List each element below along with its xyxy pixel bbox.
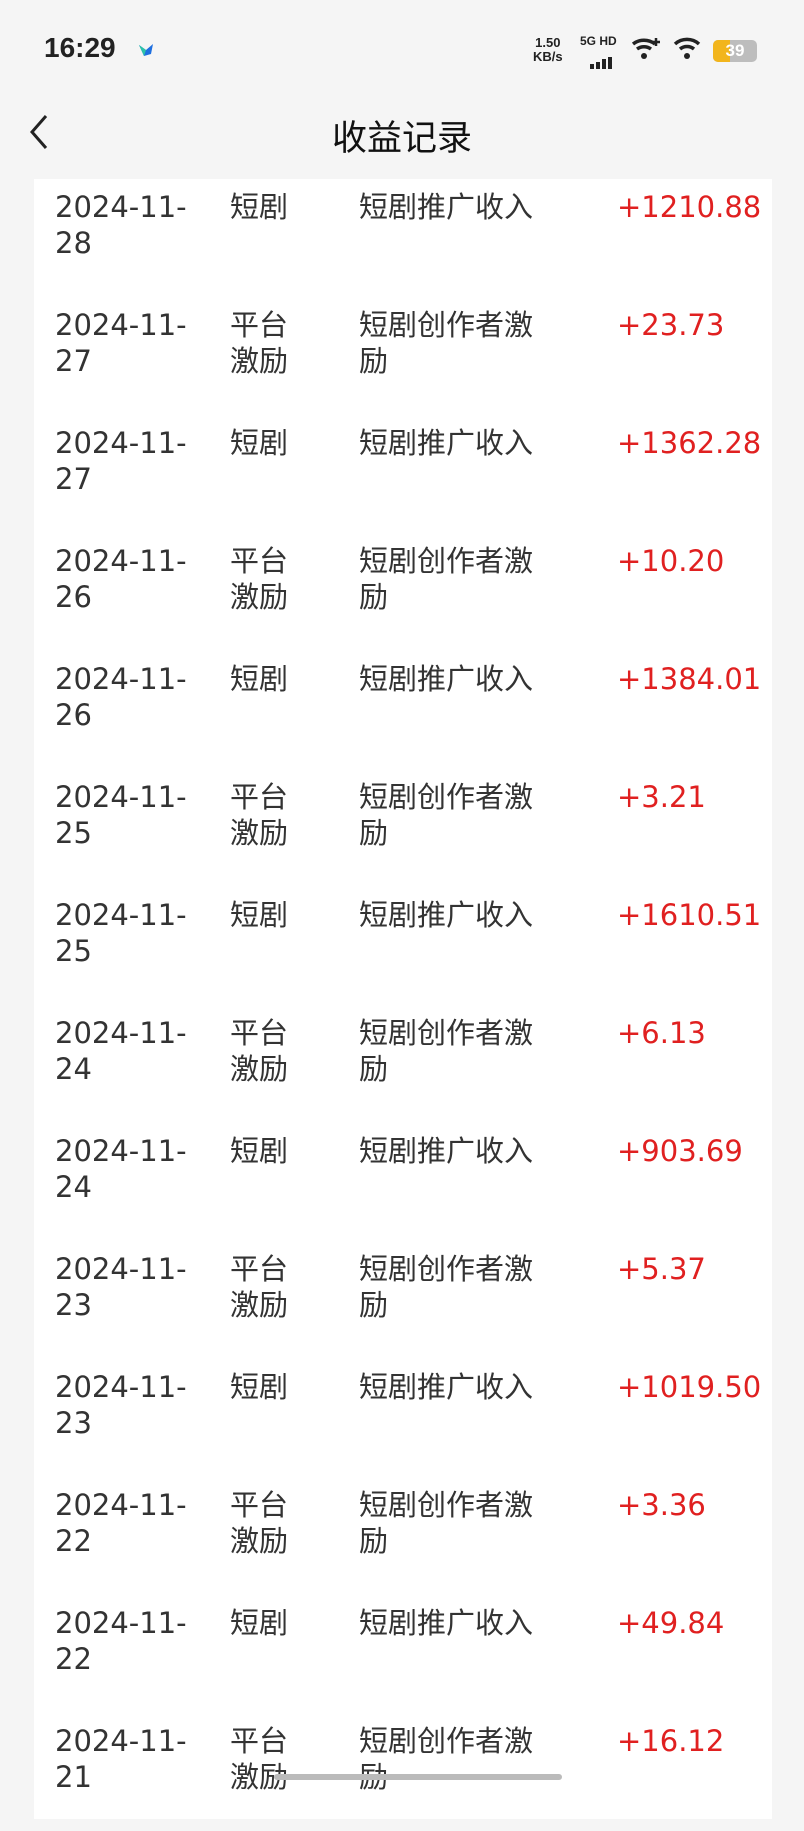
net-speed-unit: KB/s bbox=[533, 49, 563, 64]
record-row[interactable]: 2024-11-​24 短剧 短剧推广收入 +903.69 bbox=[34, 1123, 772, 1241]
record-date: 2024-11-​23 bbox=[55, 1252, 187, 1322]
record-date: 2024-11-​23 bbox=[55, 1370, 187, 1440]
record-row[interactable]: 2024-11-​21 平台激励 短剧创作者激励 +16.12 bbox=[34, 1713, 772, 1831]
record-date: 2024-11-​25 bbox=[55, 898, 187, 968]
records-list[interactable]: 2024-11-​28 短剧 短剧推广收入 +1210.88 2024-11-​27 平台… bbox=[34, 179, 772, 1819]
record-row[interactable]: 2024-11-​22 平台激励 短剧创作者激励 +3.36 bbox=[34, 1477, 772, 1595]
record-type: 平台激励 bbox=[230, 308, 289, 378]
record-row[interactable]: 2024-11-​23 短剧 短剧推广收入 +1019.50 bbox=[34, 1359, 772, 1477]
record-desc: 短剧创作者激励 bbox=[359, 308, 534, 378]
record-date: 2024-11-​21 bbox=[55, 1724, 187, 1794]
battery-level: 39 bbox=[725, 41, 745, 60]
page-title: 收益记录 bbox=[331, 119, 472, 159]
record-amount: +903.69 bbox=[617, 1134, 743, 1168]
record-type: 短剧 bbox=[230, 1134, 289, 1168]
record-date: 2024-11-​28 bbox=[55, 190, 187, 260]
record-date: 2024-11-​26 bbox=[55, 662, 187, 732]
record-date: 2024-11-​27 bbox=[55, 308, 187, 378]
record-row[interactable]: 2024-11-​23 平台激励 短剧创作者激励 +5.37 bbox=[34, 1241, 772, 1359]
record-amount: +1210.88 bbox=[617, 190, 762, 224]
record-desc: 短剧推广收入 bbox=[359, 1134, 534, 1168]
record-desc: 短剧推广收入 bbox=[359, 426, 534, 460]
record-type: 平台激励 bbox=[230, 1724, 289, 1794]
signal-label: 5G HD bbox=[580, 34, 617, 48]
record-desc: 短剧推广收入 bbox=[359, 1370, 534, 1404]
app-notification-icon bbox=[139, 44, 153, 56]
record-amount: +3.21 bbox=[617, 780, 706, 814]
record-type: 短剧 bbox=[230, 1370, 289, 1404]
home-indicator[interactable] bbox=[274, 1774, 562, 1780]
record-row[interactable]: 2024-11-​26 短剧 短剧推广收入 +1384.01 bbox=[34, 651, 772, 769]
record-amount: +3.36 bbox=[617, 1488, 706, 1522]
record-amount: +6.13 bbox=[617, 1016, 706, 1050]
record-amount: +23.73 bbox=[617, 308, 725, 342]
record-row[interactable]: 2024-11-​25 短剧 短剧推广收入 +1610.51 bbox=[34, 887, 772, 1005]
record-type: 短剧 bbox=[230, 898, 289, 932]
status-time: 16:29 bbox=[44, 32, 116, 63]
record-date: 2024-11-​26 bbox=[55, 544, 187, 614]
record-row[interactable]: 2024-11-​26 平台激励 短剧创作者激励 +10.20 bbox=[34, 533, 772, 651]
record-row[interactable]: 2024-11-​24 平台激励 短剧创作者激励 +6.13 bbox=[34, 1005, 772, 1123]
record-amount: +5.37 bbox=[617, 1252, 706, 1286]
wifi-plus-icon bbox=[631, 38, 660, 59]
record-amount: +10.20 bbox=[617, 544, 725, 578]
record-date: 2024-11-​24 bbox=[55, 1134, 187, 1204]
record-amount: +16.12 bbox=[617, 1724, 725, 1758]
record-amount: +1384.01 bbox=[617, 662, 762, 696]
record-date: 2024-11-​22 bbox=[55, 1606, 187, 1676]
record-desc: 短剧创作者激励 bbox=[359, 1488, 534, 1558]
record-amount: +1362.28 bbox=[617, 426, 762, 460]
record-desc: 短剧创作者激励 bbox=[359, 1252, 534, 1322]
battery-icon: 39 bbox=[713, 40, 757, 62]
record-date: 2024-11-​22 bbox=[55, 1488, 187, 1558]
record-row[interactable]: 2024-11-​22 短剧 短剧推广收入 +49.84 bbox=[34, 1595, 772, 1713]
record-amount: +1610.51 bbox=[617, 898, 762, 932]
record-type: 短剧 bbox=[230, 662, 289, 696]
status-bar: 16:29 1.50 KB/s 5G HD 39 bbox=[0, 0, 804, 100]
record-row[interactable]: 2024-11-​27 短剧 短剧推广收入 +1362.28 bbox=[34, 415, 772, 533]
record-type: 平台激励 bbox=[230, 780, 289, 850]
record-desc: 短剧创作者激励 bbox=[359, 1016, 534, 1086]
back-chevron-left-icon[interactable] bbox=[22, 110, 62, 154]
record-row[interactable]: 2024-11-​25 平台激励 短剧创作者激励 +3.21 bbox=[34, 769, 772, 887]
record-desc: 短剧创作者激励 bbox=[359, 544, 534, 614]
record-type: 短剧 bbox=[230, 1606, 289, 1640]
cell-signal-icon bbox=[590, 50, 614, 69]
record-desc: 短剧创作者激励 bbox=[359, 780, 534, 850]
record-type: 平台激励 bbox=[230, 1252, 289, 1322]
record-date: 2024-11-​25 bbox=[55, 780, 187, 850]
record-row[interactable]: 2024-11-​28 短剧 短剧推广收入 +1210.88 bbox=[34, 179, 772, 297]
record-amount: +1019.50 bbox=[617, 1370, 762, 1404]
record-type: 短剧 bbox=[230, 426, 289, 460]
record-desc: 短剧推广收入 bbox=[359, 190, 534, 224]
record-type: 平台激励 bbox=[230, 1488, 289, 1558]
record-desc: 短剧推广收入 bbox=[359, 898, 534, 932]
record-type: 短剧 bbox=[230, 190, 289, 224]
record-row[interactable]: 2024-11-​27 平台激励 短剧创作者激励 +23.73 bbox=[34, 297, 772, 415]
network-speed: 1.50 KB/s bbox=[533, 36, 563, 64]
record-type: 平台激励 bbox=[230, 544, 289, 614]
record-date: 2024-11-​27 bbox=[55, 426, 187, 496]
record-date: 2024-11-​24 bbox=[55, 1016, 187, 1086]
record-amount: +49.84 bbox=[617, 1606, 725, 1640]
wifi-icon bbox=[673, 37, 701, 59]
record-desc: 短剧创作者激励 bbox=[359, 1724, 534, 1794]
record-type: 平台激励 bbox=[230, 1016, 289, 1086]
record-desc: 短剧推广收入 bbox=[359, 662, 534, 696]
record-desc: 短剧推广收入 bbox=[359, 1606, 534, 1640]
net-speed-value: 1.50 bbox=[535, 35, 561, 50]
